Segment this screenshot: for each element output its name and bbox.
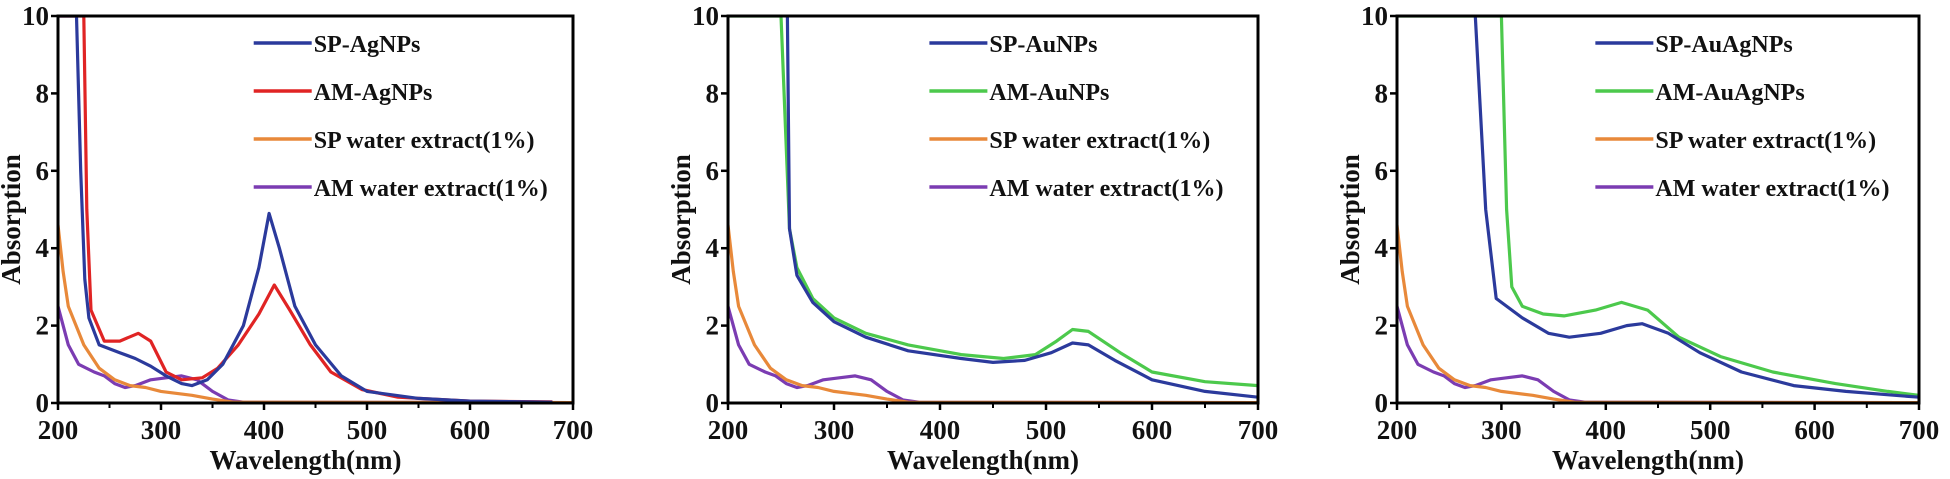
chart-panel-1: 200 300 400 500 600 700 0 2 4 6 8 10 Wavelength(nm) A… bbox=[0, 1, 593, 475]
x-tick-label: 500 bbox=[347, 415, 388, 445]
x-tick-label: 700 bbox=[553, 415, 594, 445]
series-group bbox=[1397, 15, 1919, 403]
x-tick-label: 500 bbox=[1026, 415, 1067, 445]
y-tick-label: 10 bbox=[22, 1, 49, 31]
y-axis-label: Absorption bbox=[666, 154, 696, 285]
legend-label: SP water extract(1%) bbox=[1655, 128, 1876, 154]
y-axis-label: Absorption bbox=[0, 154, 26, 285]
y-tick-label: 0 bbox=[36, 388, 50, 418]
series-group bbox=[58, 15, 573, 403]
y-tick-label: 10 bbox=[1361, 1, 1388, 31]
x-axis-label: Wavelength(nm) bbox=[1552, 445, 1744, 475]
y-tick-label: 8 bbox=[1375, 78, 1389, 108]
y-tick-label: 6 bbox=[706, 156, 720, 186]
x-tick-label: 600 bbox=[1794, 415, 1835, 445]
series-line-am-water-extract-1- bbox=[728, 305, 1258, 403]
x-tick-label: 400 bbox=[1586, 415, 1627, 445]
y-tick-label: 6 bbox=[36, 156, 50, 186]
legend-label: AM-AgNPs bbox=[314, 80, 433, 106]
y-tick-label: 6 bbox=[1375, 156, 1389, 186]
x-tick-label: 300 bbox=[1481, 415, 1522, 445]
y-tick-label: 8 bbox=[706, 78, 720, 108]
y-tick-label: 2 bbox=[706, 311, 720, 341]
y-tick-label: 4 bbox=[36, 233, 50, 263]
x-tick-label: 300 bbox=[141, 415, 182, 445]
legend-label: SP water extract(1%) bbox=[989, 128, 1210, 154]
y-tick-label: 0 bbox=[1375, 388, 1389, 418]
y-tick-label: 0 bbox=[706, 388, 720, 418]
x-tick-label: 600 bbox=[450, 415, 491, 445]
x-axis-label: Wavelength(nm) bbox=[210, 445, 402, 475]
legend-label: AM water extract(1%) bbox=[1655, 176, 1889, 202]
series-line-am-water-extract-1- bbox=[58, 305, 573, 403]
legend-label: SP-AgNPs bbox=[314, 32, 421, 58]
x-tick-label: 300 bbox=[814, 415, 855, 445]
series-line-sp-agnps bbox=[58, 15, 553, 403]
series-line-am-agnps bbox=[58, 15, 553, 403]
plot-frame bbox=[726, 14, 1260, 405]
plot-frame bbox=[1395, 14, 1921, 405]
chart-panel-3: 200 300 400 500 600 700 0 2 4 6 8 10 Wavelength(nm) A… bbox=[1335, 1, 1939, 475]
y-tick-label: 8 bbox=[36, 78, 50, 108]
series-line-sp-auagnps bbox=[1473, 15, 1919, 399]
legend-label: SP water extract(1%) bbox=[314, 128, 535, 154]
legend: SP-AgNPs AM-AgNPs SP water extract(1%) AM w… bbox=[253, 32, 548, 202]
x-tick-label: 400 bbox=[244, 415, 285, 445]
series-line-am-water-extract-1- bbox=[1397, 305, 1919, 403]
x-tick-label: 700 bbox=[1899, 415, 1940, 445]
legend-label: AM-AuAgNPs bbox=[1655, 80, 1804, 106]
y-tick-label: 4 bbox=[706, 233, 720, 263]
x-axis-label: Wavelength(nm) bbox=[887, 445, 1079, 475]
series-line-sp-water-extract-1- bbox=[58, 224, 573, 403]
legend-label: AM-AuNPs bbox=[989, 80, 1109, 106]
legend-label: AM water extract(1%) bbox=[989, 176, 1223, 202]
legend-label: SP-AuAgNPs bbox=[1655, 32, 1792, 58]
x-tick-label: 200 bbox=[708, 415, 749, 445]
y-tick-label: 4 bbox=[1375, 233, 1389, 263]
series-line-sp-water-extract-1- bbox=[728, 224, 1258, 403]
series-line-am-auagnps bbox=[1397, 15, 1919, 397]
y-tick-label: 2 bbox=[1375, 311, 1389, 341]
x-tick-label: 400 bbox=[920, 415, 961, 445]
y-tick-label: 10 bbox=[692, 1, 719, 31]
y-axis-label: Absorption bbox=[1335, 154, 1365, 285]
legend: SP-AuNPs AM-AuNPs SP water extract(1%) AM w… bbox=[929, 32, 1224, 202]
y-tick-label: 2 bbox=[36, 311, 50, 341]
series-group bbox=[728, 15, 1258, 403]
x-tick-label: 200 bbox=[38, 415, 79, 445]
x-tick-label: 500 bbox=[1690, 415, 1731, 445]
x-tick-label: 600 bbox=[1132, 415, 1173, 445]
series-line-sp-water-extract-1- bbox=[1397, 224, 1919, 403]
chart-panel-2: 200 300 400 500 600 700 0 2 4 6 8 10 Wavelength(nm) A… bbox=[666, 1, 1278, 475]
legend: SP-AuAgNPs AM-AuAgNPs SP water extract(1%)… bbox=[1595, 32, 1889, 202]
legend-label: AM water extract(1%) bbox=[314, 176, 548, 202]
x-tick-label: 200 bbox=[1377, 415, 1418, 445]
legend-label: SP-AuNPs bbox=[989, 32, 1097, 58]
series-line-sp-aunps bbox=[785, 15, 1258, 399]
x-tick-label: 700 bbox=[1238, 415, 1279, 445]
